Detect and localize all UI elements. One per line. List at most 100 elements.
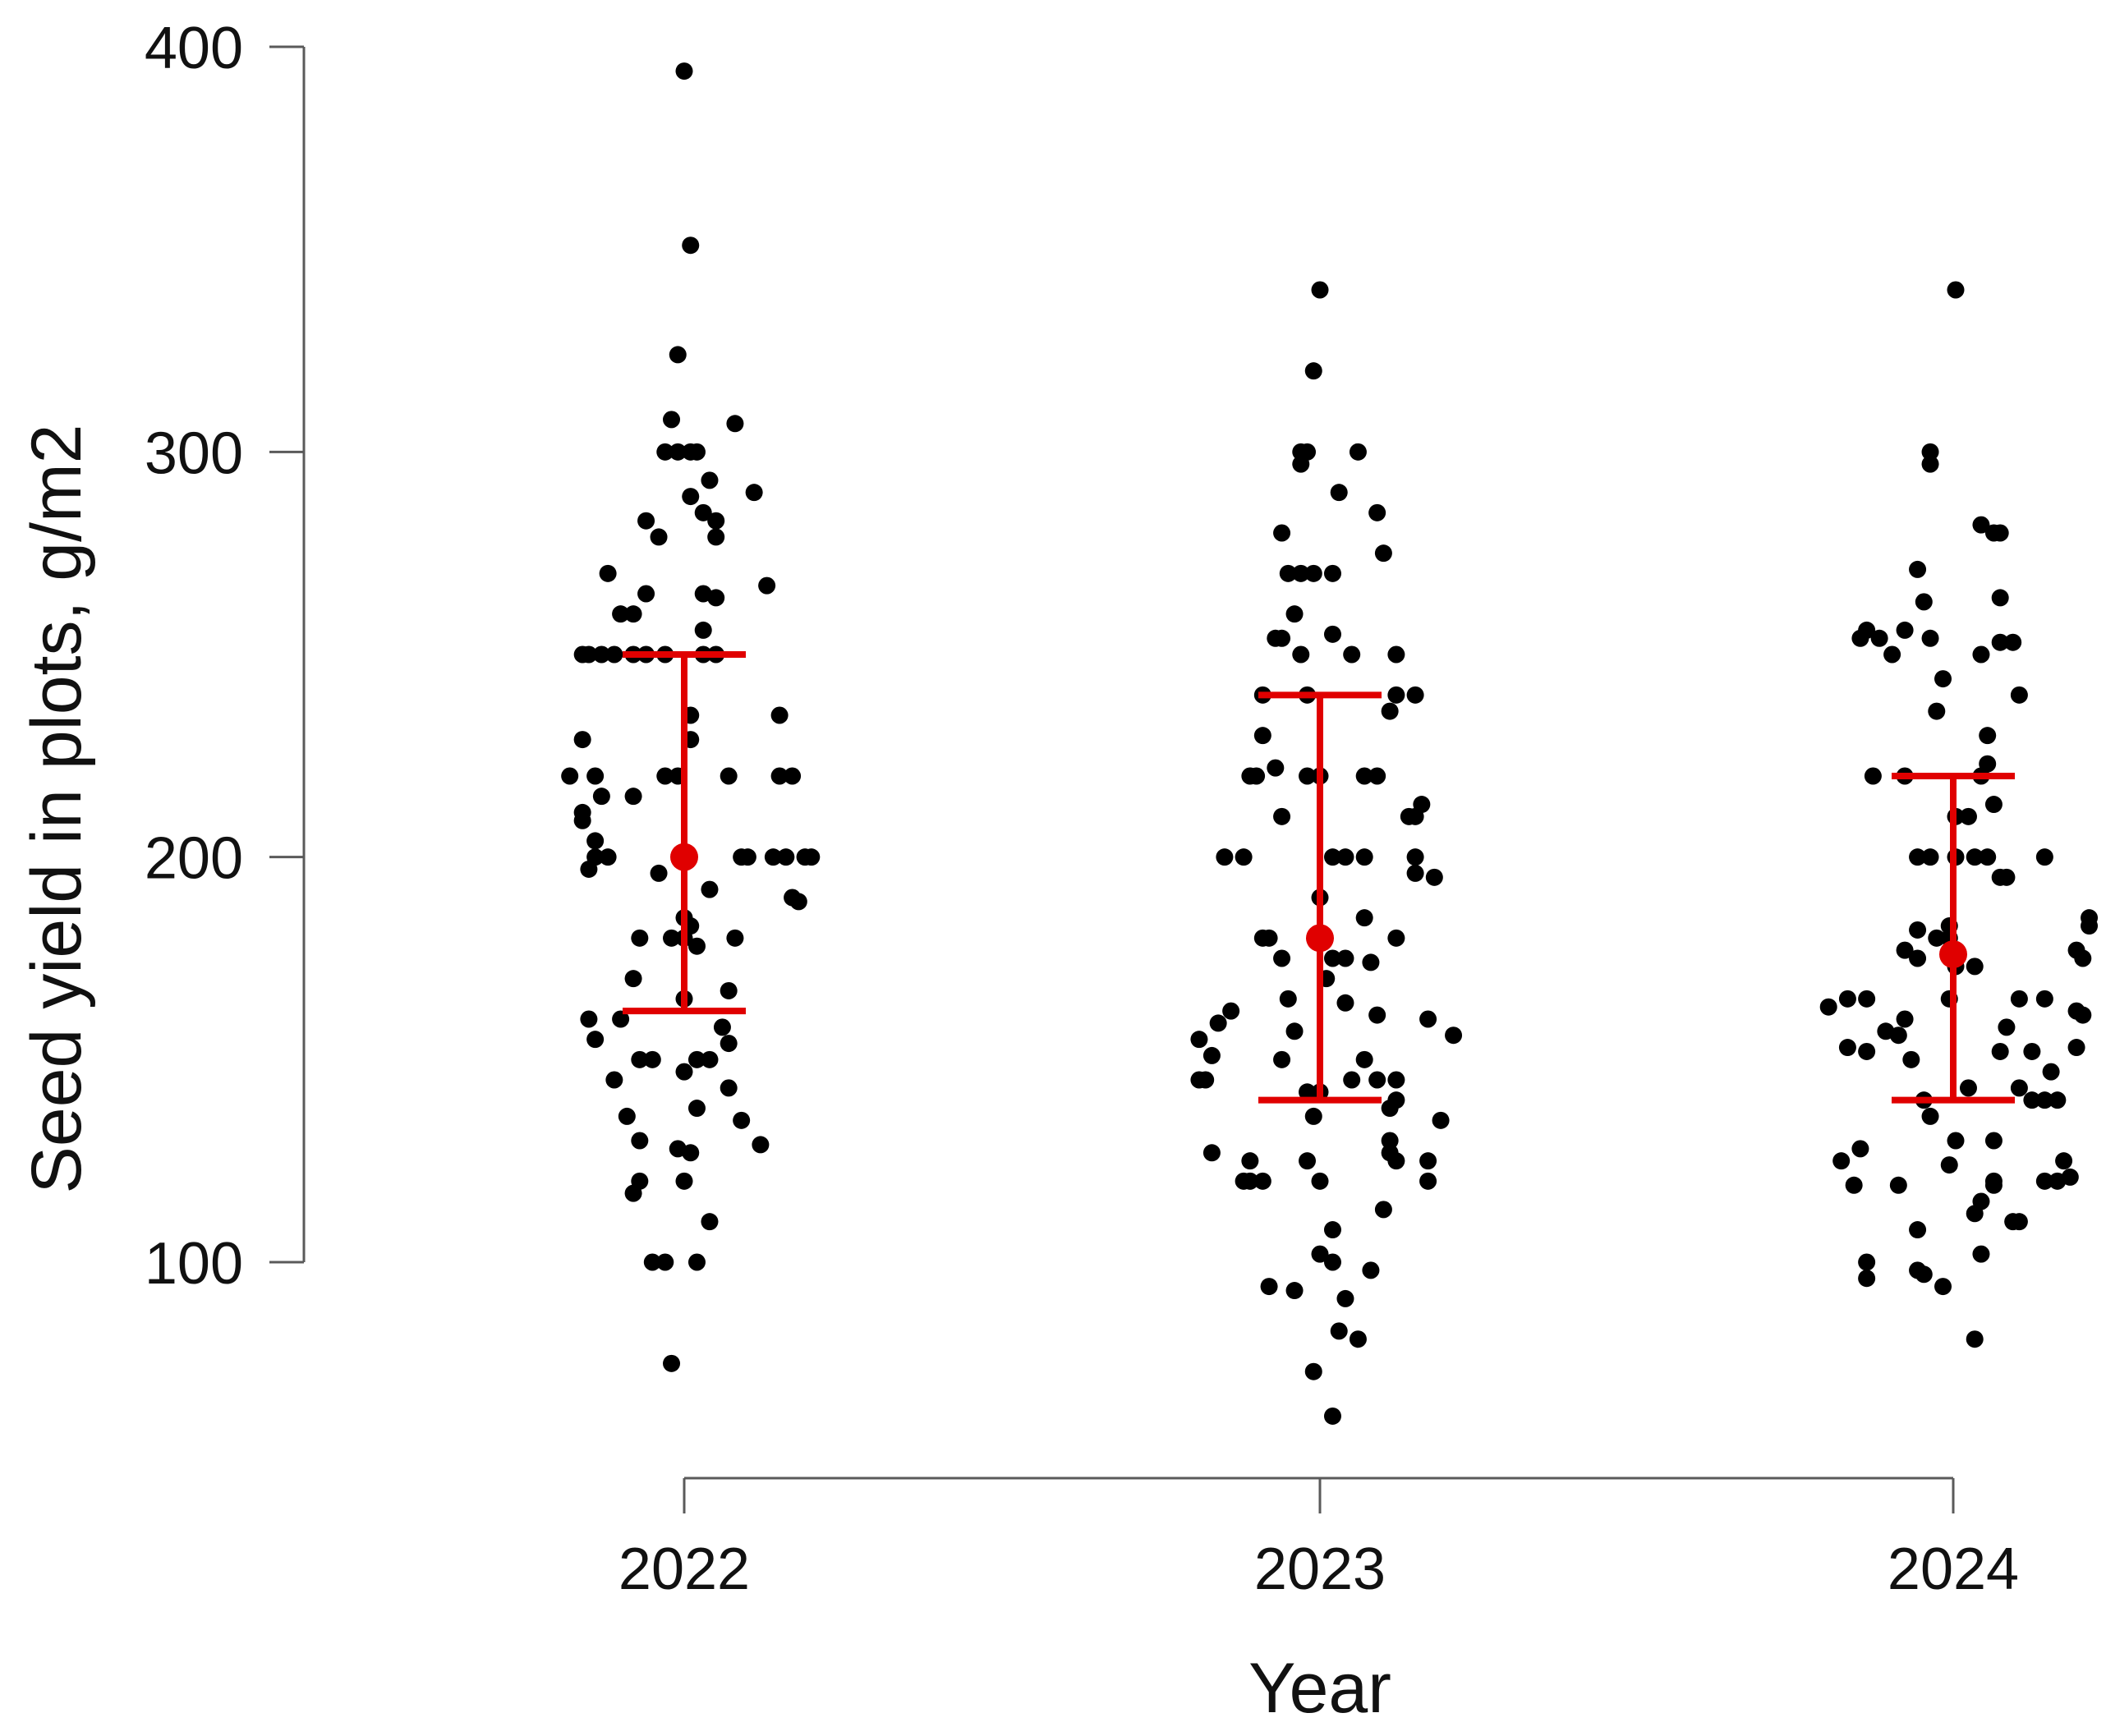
data-point — [1304, 1362, 1322, 1380]
data-point — [650, 528, 668, 546]
data-point — [2010, 1079, 2028, 1097]
data-point — [1197, 1071, 1215, 1089]
data-point — [707, 512, 725, 530]
data-point — [631, 1132, 649, 1150]
data-point — [1445, 1026, 1463, 1045]
data-point — [1984, 796, 2003, 814]
x-axis-title: Year — [1248, 1649, 1391, 1728]
data-point — [618, 1107, 636, 1125]
data-point — [701, 1050, 719, 1068]
data-point — [1323, 848, 1341, 866]
data-point — [1845, 1176, 1863, 1194]
data-point — [1299, 1083, 1317, 1101]
data-point — [1947, 1132, 1965, 1150]
data-point — [1858, 1253, 1876, 1271]
data-point — [701, 471, 719, 489]
data-point — [1368, 503, 1386, 521]
data-point — [682, 237, 700, 255]
data-point — [687, 937, 706, 955]
data-point — [1374, 1201, 1392, 1219]
y-axis-title: Seed yield in plots, g/m2 — [17, 425, 96, 1194]
data-point — [580, 1010, 598, 1028]
data-point — [1381, 702, 1399, 720]
data-point — [1889, 1176, 1907, 1194]
data-point — [1368, 1071, 1386, 1089]
data-point — [1248, 767, 1266, 785]
data-point — [1921, 455, 1939, 473]
data-point — [2074, 1006, 2092, 1024]
data-point — [1368, 767, 1386, 785]
data-point — [1349, 443, 1367, 461]
data-point — [592, 788, 610, 806]
data-point — [612, 1010, 630, 1028]
data-point — [1343, 1071, 1361, 1089]
data-point — [1292, 645, 1310, 664]
data-point — [2035, 990, 2053, 1008]
data-point — [1235, 848, 1253, 866]
data-point — [1851, 629, 1869, 647]
data-point — [1909, 848, 1927, 866]
data-point — [777, 848, 795, 866]
data-point — [1406, 807, 1424, 825]
data-point — [2035, 848, 2053, 866]
data-point — [1330, 1322, 1348, 1340]
data-point — [1984, 1176, 2003, 1194]
data-point — [720, 1079, 738, 1097]
data-point — [1940, 1156, 1958, 1174]
data-point — [1915, 1265, 1933, 1284]
data-point — [1909, 949, 1927, 967]
data-point — [1336, 994, 1354, 1012]
mean-point — [670, 843, 698, 871]
data-point — [2023, 1042, 2041, 1060]
data-point — [720, 1035, 738, 1053]
data-point — [637, 585, 655, 603]
data-point — [592, 645, 610, 664]
data-point — [1909, 560, 1927, 578]
data-point — [2049, 1091, 2067, 1109]
data-point — [1279, 990, 1297, 1008]
data-point — [624, 1184, 642, 1202]
data-point — [1832, 1152, 1851, 1170]
data-point — [2042, 1063, 2060, 1081]
data-point — [650, 864, 668, 882]
data-point — [675, 1063, 693, 1081]
data-point — [663, 411, 681, 429]
data-point — [1202, 1046, 1221, 1064]
data-point — [1966, 1205, 1984, 1223]
data-point — [643, 1253, 661, 1271]
data-point — [1419, 1172, 1437, 1190]
data-point — [687, 1100, 706, 1118]
data-point — [738, 848, 756, 866]
data-point — [770, 767, 789, 785]
data-point — [1285, 1282, 1304, 1300]
data-point — [1838, 1039, 1856, 1057]
data-point — [2010, 686, 2028, 704]
x-axis-ticks: 2022 2023 2024 — [618, 1478, 2019, 1602]
data-point — [1921, 629, 1939, 647]
data-point — [1273, 807, 1291, 825]
data-point — [2035, 1091, 2053, 1109]
data-point — [1190, 1031, 1208, 1049]
data-point — [1858, 990, 1876, 1008]
data-point — [1921, 1107, 1939, 1125]
data-point — [1260, 1278, 1278, 1296]
data-point — [1972, 645, 1990, 664]
data-point — [1991, 1042, 2009, 1060]
data-point — [2023, 1091, 2041, 1109]
data-point — [1934, 670, 1952, 688]
data-point — [1323, 1253, 1341, 1271]
summary-intervals — [623, 651, 2015, 1104]
data-point — [624, 605, 642, 623]
data-point — [1864, 767, 1882, 785]
data-point — [1909, 921, 1927, 939]
data-point — [1851, 1140, 1869, 1158]
data-point — [1998, 868, 2016, 886]
data-point — [752, 1136, 770, 1154]
data-point — [2081, 917, 2099, 935]
x-tick-label: 2022 — [618, 1536, 750, 1602]
data-point — [1419, 1152, 1437, 1170]
data-point — [612, 605, 630, 623]
data-point — [586, 1031, 605, 1049]
data-point — [1222, 1002, 1240, 1020]
